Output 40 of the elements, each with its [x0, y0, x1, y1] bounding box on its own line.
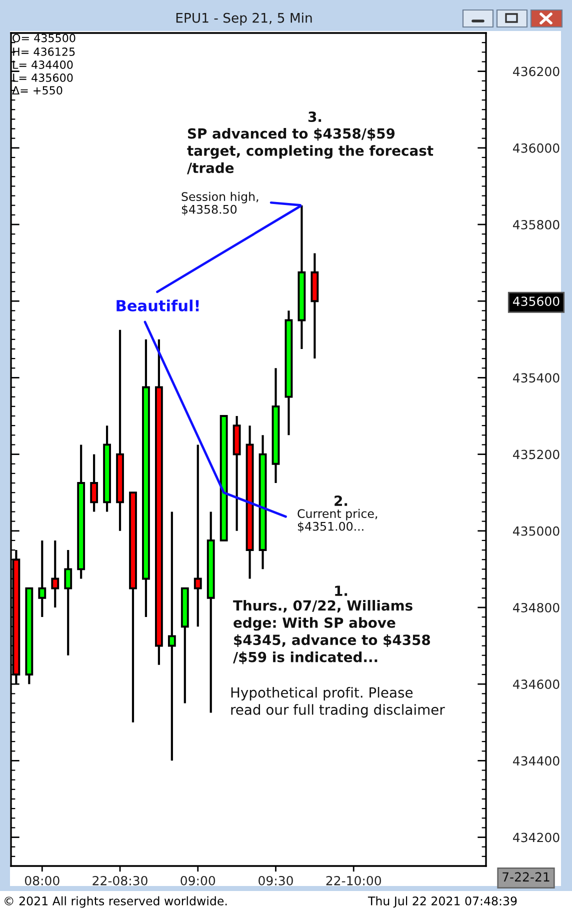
text: © 2021 All rights reserved worldwide. — [4, 896, 227, 908]
text: Thu Jul 22 2021 07:48:39 — [368, 896, 517, 908]
x-tick-label: 09:00 — [180, 876, 216, 886]
candlestick — [90, 453, 98, 513]
y-tick-label: 434800 — [513, 602, 560, 612]
x-tick-label: 22-10:00 — [326, 876, 382, 886]
annotation: Thurs., 07/22, Williams edge: With SP above $4345, advance to $4358 /$59 is indicated... — [233, 600, 430, 664]
annotation: Hypothetical profit. Please read our full trading disclaimer — [231, 687, 445, 718]
candlestick — [64, 548, 72, 656]
y-tick-label: 434600 — [513, 680, 560, 690]
annotation: L= 435600 — [13, 74, 73, 82]
annotation: H= 436125 — [13, 48, 75, 56]
annotation: 2. — [334, 496, 348, 506]
y-tick-label: 434200 — [513, 832, 560, 842]
candlestick — [168, 510, 176, 762]
annotation: 1. — [335, 586, 348, 596]
y-tick-label: 436200 — [513, 66, 560, 76]
annotation: SP advanced to $4358/$59 target, completing the forecast /trade — [187, 128, 434, 174]
x-tick-label: 09:30 — [258, 876, 293, 886]
annotation: Δ= +550 — [12, 86, 62, 95]
y-tick-label: 435400 — [513, 373, 560, 383]
candlestick — [194, 444, 202, 628]
y-tick-label: 436000 — [513, 143, 560, 153]
y-tick-label: 434400 — [513, 756, 560, 766]
candlestick — [38, 539, 46, 618]
y-tick-label: 435000 — [513, 526, 560, 536]
annotation: Beautiful! — [116, 300, 199, 312]
annotation: L= 434400 — [13, 60, 73, 69]
chart-title: EPU1 - Sep 21, 5 Min — [176, 12, 312, 26]
text: 7-22-21 — [502, 872, 550, 882]
x-tick-label: 22-08:30 — [92, 876, 148, 886]
y-tick-label: 435800 — [513, 220, 560, 230]
annotation: Current price, $4351.00... — [298, 508, 378, 532]
annotation: O= 435500 — [12, 34, 76, 42]
x-tick-label: 08:00 — [24, 876, 60, 886]
annotation: Session high, $4358.50 — [182, 192, 258, 216]
candlestick — [51, 539, 60, 609]
y-tick-label: 435200 — [513, 450, 560, 460]
annotation: 3. — [308, 112, 322, 122]
y-tick-label: 435600 — [513, 296, 560, 306]
